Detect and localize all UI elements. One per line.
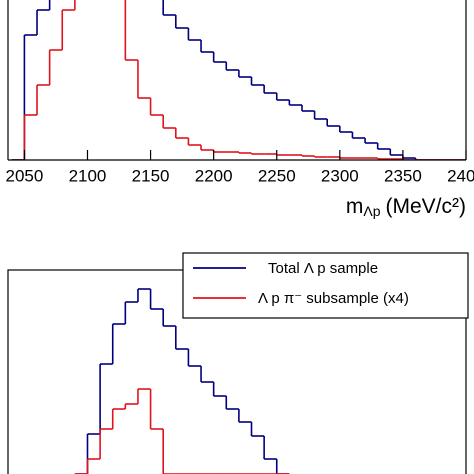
x-axis-label: mΛp (MeV/c²) <box>346 195 466 219</box>
x-label-symbol: m <box>346 195 364 218</box>
plot-area <box>74 288 290 474</box>
x-tick-label: 2350 <box>384 166 422 185</box>
x-tick-label: 2200 <box>195 166 233 185</box>
x-tick-label: 2250 <box>258 166 296 185</box>
x-label-unit: (MeV/c²) <box>386 195 467 218</box>
axes <box>7 0 467 474</box>
x-tick-label: 2150 <box>132 166 170 185</box>
legend-label: Total Λ p sample <box>268 260 378 277</box>
x-tick-label: 2400 <box>447 166 474 185</box>
plot-area <box>11 0 466 160</box>
x-label-subscript: Λp <box>363 203 380 219</box>
x-tick-label: 2100 <box>69 166 107 185</box>
x-tick-label: 2300 <box>321 166 359 185</box>
x-tick-label: 2050 <box>5 166 43 185</box>
legend-box <box>182 252 469 319</box>
legend: Total Λ p sample Λ p π⁻ subsample (x4) <box>182 252 469 319</box>
legend-label: Λ p π⁻ subsample (x4) <box>258 290 409 307</box>
